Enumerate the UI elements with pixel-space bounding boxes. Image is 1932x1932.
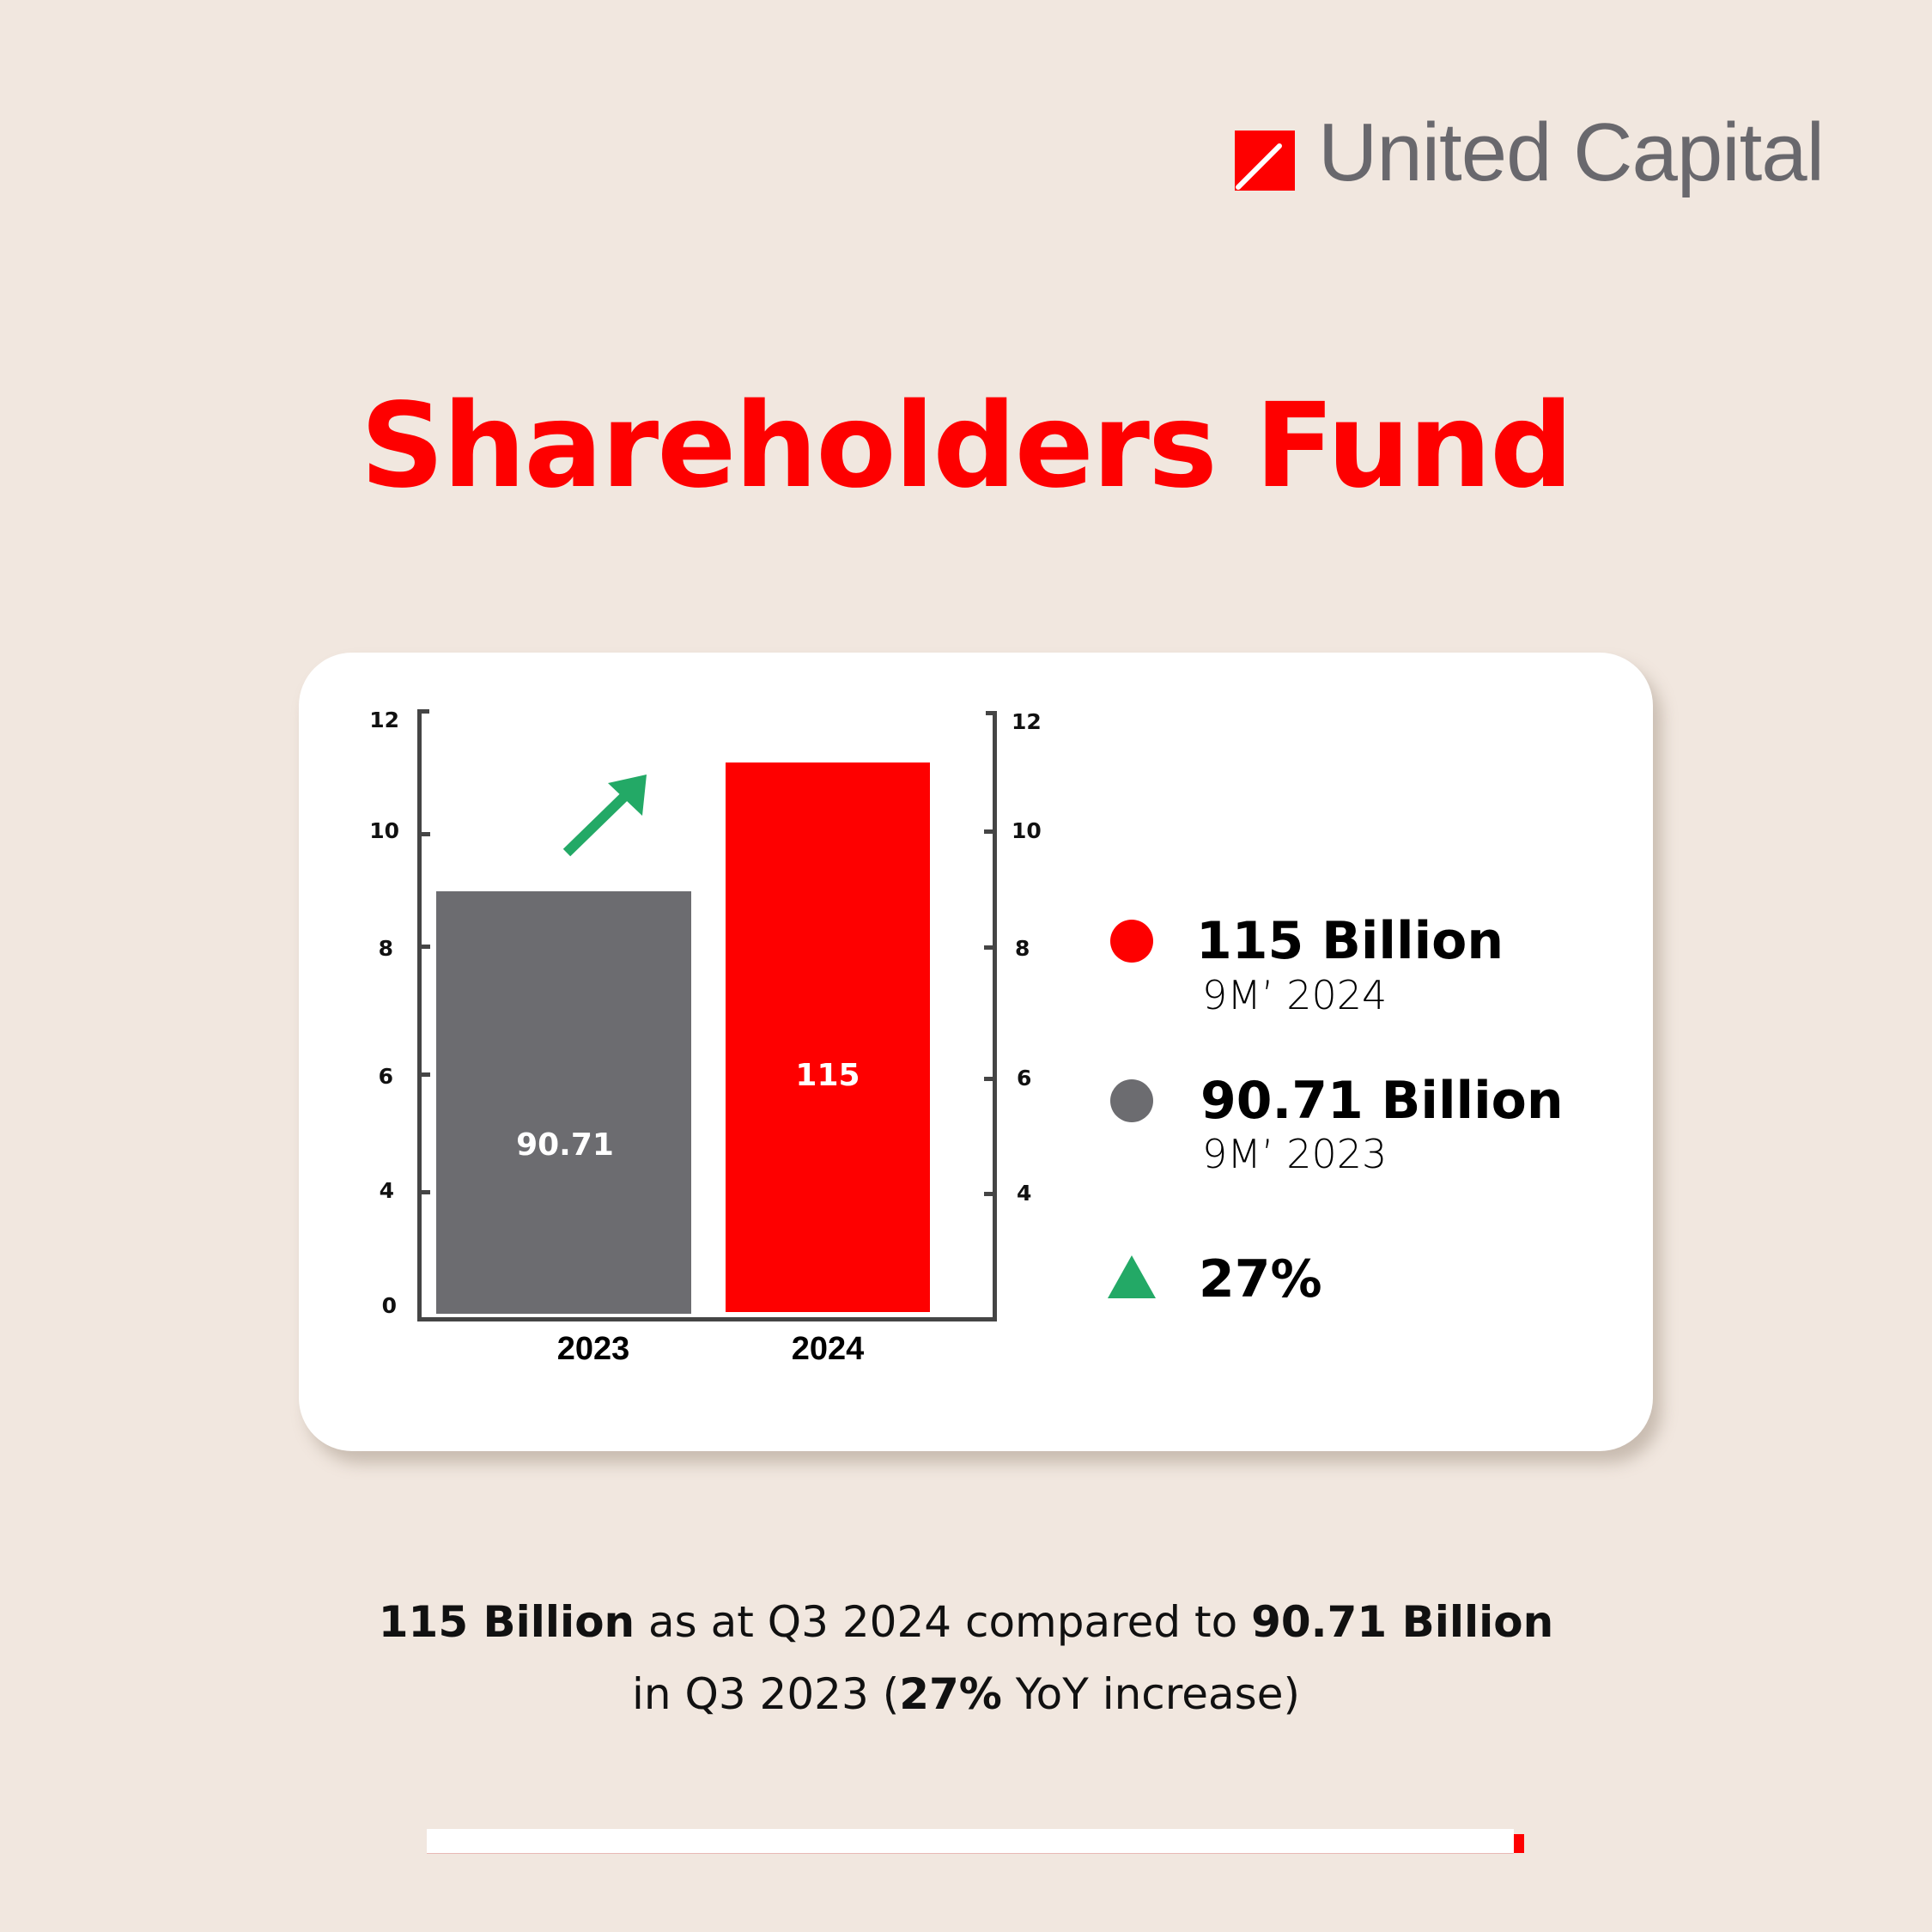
summary-text: YoY increase): [1001, 1669, 1300, 1719]
legend-period-2023: 9M’ 2023: [1202, 1131, 1388, 1177]
trend-up-arrow-icon: [562, 775, 647, 857]
summary-text: as at Q3 2024 compared to: [635, 1597, 1252, 1647]
summary-current-value: 115 Billion: [378, 1597, 635, 1647]
left-tick-label: 4: [379, 1178, 394, 1203]
right-axis: [993, 711, 997, 1321]
left-tick-label: 8: [378, 936, 393, 961]
summary-percent: 27%: [899, 1669, 1002, 1719]
up-triangle-icon: [1108, 1255, 1156, 1298]
bar-value-label: 115: [795, 1058, 860, 1093]
brand-name: United Capital: [1318, 106, 1825, 198]
left-tick-label: 12: [369, 708, 399, 732]
page-title: Shareholders Fund: [360, 379, 1574, 514]
legend-period-2024: 9M’ 2024: [1202, 972, 1388, 1018]
left-axis: [417, 709, 422, 1321]
change-percent: 27%: [1199, 1249, 1322, 1309]
right-tick-label: 4: [1017, 1181, 1032, 1206]
left-tick-10: [420, 832, 430, 836]
progress-indicator: [1514, 1834, 1524, 1853]
legend-value-2023: 90.71 Billion: [1200, 1071, 1564, 1131]
right-tick-label: 12: [1012, 709, 1042, 734]
left-axis-cap: [417, 709, 429, 714]
bar-value-label: 90.71: [516, 1127, 614, 1163]
red-dot-icon: [1110, 920, 1153, 963]
progress-track: [427, 1829, 1514, 1854]
x-axis: [417, 1317, 997, 1321]
logo-icon: [1235, 131, 1295, 191]
left-tick-label: 0: [381, 1293, 397, 1318]
summary-line-2: in Q3 2023 (27% YoY increase): [0, 1673, 1932, 1716]
summary-previous-value: 90.71 Billion: [1251, 1597, 1554, 1647]
slash-square-icon: [1236, 143, 1282, 190]
left-tick-4: [420, 1190, 430, 1194]
x-category-label: 2024: [791, 1331, 865, 1367]
legend-value-2024: 115 Billion: [1196, 911, 1504, 971]
right-tick-8: [984, 945, 994, 950]
summary-line-1: 115 Billion as at Q3 2024 compared to 90…: [0, 1601, 1932, 1643]
summary-text: in Q3 2023 (: [632, 1669, 900, 1719]
bar-2023: [436, 891, 691, 1314]
left-tick-6: [420, 1072, 430, 1077]
right-tick-label: 10: [1012, 818, 1042, 843]
gray-dot-icon: [1110, 1079, 1153, 1122]
left-tick-label: 10: [369, 818, 399, 843]
right-tick-4: [984, 1192, 994, 1196]
x-category-label: 2023: [556, 1331, 630, 1367]
right-tick-10: [984, 829, 994, 834]
right-axis-cap: [986, 711, 996, 715]
left-tick-label: 6: [378, 1064, 393, 1089]
left-tick-8: [420, 945, 430, 949]
right-tick-6: [984, 1077, 994, 1081]
right-tick-label: 8: [1015, 936, 1030, 961]
right-tick-label: 6: [1017, 1066, 1032, 1091]
bar-2024: [726, 762, 930, 1312]
